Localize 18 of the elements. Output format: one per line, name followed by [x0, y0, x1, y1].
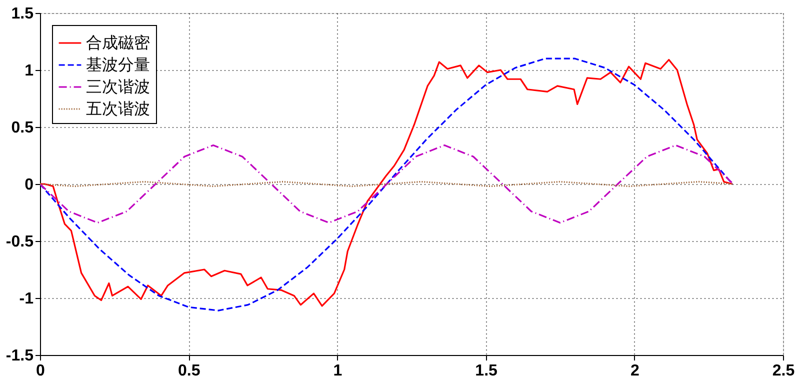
x-tick-label: 1: [333, 362, 342, 380]
line-series: [40, 144, 734, 224]
legend-label: 三次谐波: [86, 78, 150, 96]
y-tick-label: -0.5: [6, 234, 34, 250]
y-tick-label: 1: [24, 62, 34, 80]
legend-label: 基波分量: [86, 56, 150, 74]
x-tick-label: 1.5: [475, 362, 498, 380]
x-tick-label: 2: [630, 362, 640, 380]
y-tick-label: -1.5: [6, 348, 34, 364]
y-tick-label: 0.5: [11, 120, 34, 136]
legend-label: 五次谐波: [86, 100, 150, 118]
y-tick-label: -1: [19, 290, 34, 308]
x-tick-label: 0: [36, 362, 46, 380]
y-tick-label: 1.5: [11, 6, 34, 22]
x-tick-label: 0.5: [178, 362, 200, 380]
x-tick-label: 2.5: [772, 362, 795, 380]
y-tick-label: 0: [24, 176, 34, 194]
legend-label: 合成磁密: [86, 34, 150, 52]
